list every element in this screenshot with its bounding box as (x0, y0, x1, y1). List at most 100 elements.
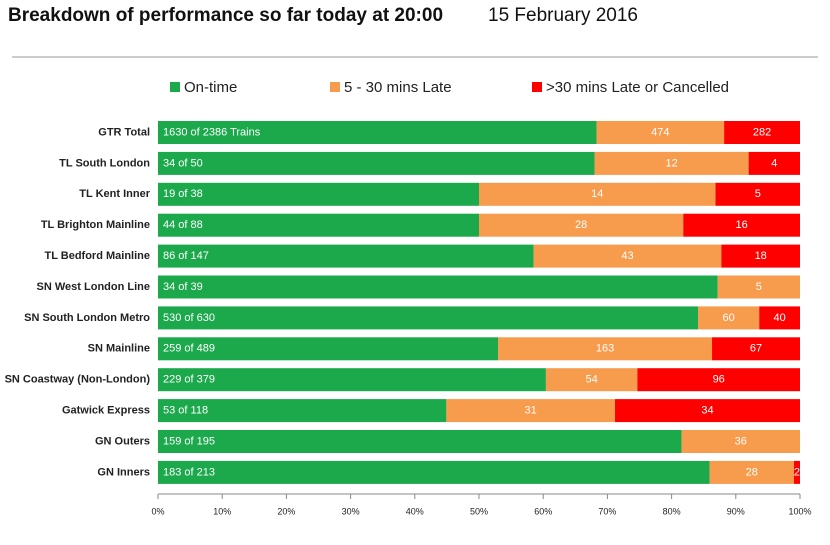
x-tick-label: 80% (663, 506, 681, 516)
data-label: 1630 of 2386 Trains (163, 126, 261, 138)
bar-segment (158, 399, 447, 423)
bar-segment (715, 182, 800, 206)
bar-segment (158, 275, 718, 299)
data-label: 159 of 195 (163, 435, 215, 447)
data-label: 259 of 489 (163, 343, 215, 355)
legend-label: 5 - 30 mins Late (344, 79, 452, 96)
x-tick-label: 90% (727, 506, 745, 516)
bar-segment (712, 337, 800, 361)
bar-segment (681, 430, 800, 453)
data-label: 60 (723, 312, 735, 324)
x-tick-label: 60% (534, 506, 552, 516)
bar-segment (683, 213, 800, 237)
data-label: 16 (736, 219, 748, 231)
bar-segment (158, 182, 479, 206)
legend-swatch (330, 82, 340, 92)
bar-segment (479, 182, 716, 206)
category-label: Gatwick Express (62, 405, 150, 417)
data-label: 12 (665, 157, 677, 169)
x-tick-label: 0% (151, 506, 164, 516)
legend-swatch (170, 82, 180, 92)
bar-segment (615, 399, 800, 423)
x-tick-label: 40% (406, 506, 424, 516)
bar-segment (498, 337, 713, 361)
data-label: 14 (591, 188, 603, 200)
bar-segment (158, 151, 595, 175)
bar-segment (545, 368, 638, 392)
bar-segment (721, 244, 800, 268)
data-label: 34 (701, 405, 713, 417)
x-tick-label: 50% (470, 506, 488, 516)
data-label: 34 of 39 (163, 281, 203, 293)
data-label: 2 (794, 466, 800, 478)
data-label: 163 (596, 343, 614, 355)
data-label: 229 of 379 (163, 374, 215, 386)
category-label: SN Mainline (88, 343, 150, 355)
data-label: 31 (525, 405, 537, 417)
data-label: 96 (713, 374, 725, 386)
data-label: 28 (746, 466, 758, 478)
category-label: TL Brighton Mainline (41, 219, 150, 231)
data-label: 530 of 630 (163, 312, 215, 324)
bar-segment (158, 244, 534, 268)
x-tick-label: 20% (277, 506, 295, 516)
data-label: 67 (750, 343, 762, 355)
bar-segment (724, 121, 800, 144)
legend-label: On-time (184, 79, 237, 96)
data-label: 54 (586, 374, 598, 386)
data-label: 474 (651, 126, 669, 138)
data-label: 86 of 147 (163, 250, 209, 262)
bar-segment (596, 121, 725, 144)
bar-segment (158, 460, 710, 484)
bar-segment (637, 368, 800, 392)
bar-segment (158, 121, 597, 144)
bar-segment (709, 460, 794, 484)
data-label: 4 (771, 157, 777, 169)
data-label: 5 (755, 188, 761, 200)
bar-segment (698, 306, 760, 330)
bar-segment (158, 337, 499, 361)
category-label: TL Bedford Mainline (44, 250, 150, 262)
bar-segment (793, 460, 800, 484)
data-label: 40 (773, 312, 785, 324)
data-label: 28 (575, 219, 587, 231)
category-label: GN Inners (97, 466, 150, 478)
data-label: 5 (756, 281, 762, 293)
bar-segment (158, 213, 479, 237)
bar-segment (158, 306, 699, 330)
x-tick-label: 10% (213, 506, 231, 516)
bar-segment (759, 306, 800, 330)
data-label: 282 (753, 126, 771, 138)
x-tick-label: 70% (598, 506, 616, 516)
data-label: 34 of 50 (163, 157, 203, 169)
chart-title: Breakdown of performance so far today at… (8, 5, 443, 26)
bar-segment (533, 244, 722, 268)
category-label: GTR Total (98, 126, 150, 138)
category-label: SN South London Metro (24, 312, 150, 324)
bar-segment (158, 430, 682, 453)
data-label: 36 (735, 435, 747, 447)
data-label: 44 of 88 (163, 219, 203, 231)
data-label: 19 of 38 (163, 188, 203, 200)
bar-segment (717, 275, 800, 299)
data-label: 18 (755, 250, 767, 262)
legend-swatch (532, 82, 542, 92)
bar-segment (158, 368, 546, 392)
data-label: 43 (621, 250, 633, 262)
x-tick-label: 100% (788, 506, 811, 516)
legend-label: >30 mins Late or Cancelled (546, 79, 729, 96)
category-label: GN Outers (95, 435, 150, 447)
bar-segment (594, 151, 749, 175)
bar-segment (446, 399, 616, 423)
category-label: TL Kent Inner (79, 188, 150, 200)
category-label: TL South London (59, 157, 150, 169)
category-label: SN West London Line (37, 281, 150, 293)
category-label: SN Coastway (Non-London) (5, 374, 151, 386)
data-label: 183 of 213 (163, 466, 215, 478)
data-label: 53 of 118 (163, 405, 208, 417)
bar-segment (748, 151, 800, 175)
chart-subtitle: 15 February 2016 (488, 5, 638, 26)
bar-segment (479, 213, 684, 237)
